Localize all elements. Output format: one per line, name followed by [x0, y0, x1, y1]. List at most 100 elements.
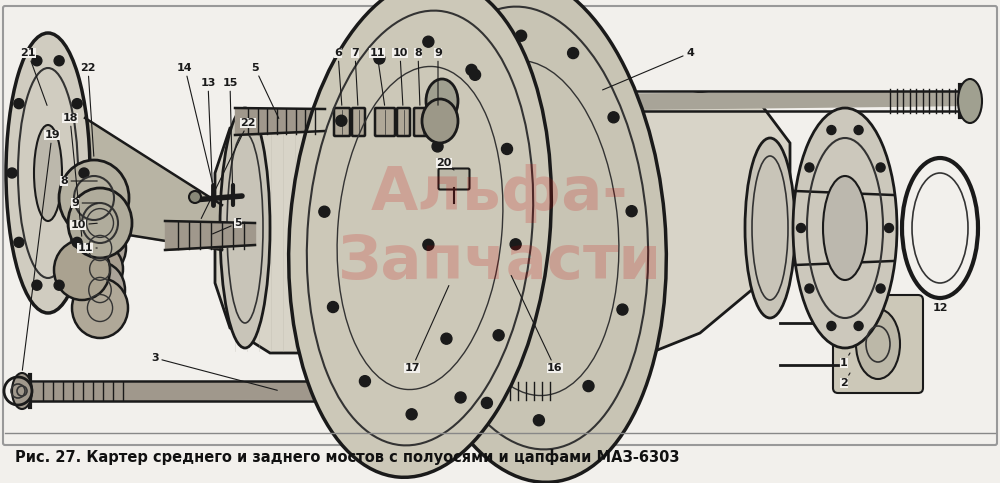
Text: 21: 21	[20, 48, 47, 105]
Circle shape	[466, 64, 477, 75]
FancyBboxPatch shape	[334, 108, 350, 136]
Circle shape	[441, 333, 452, 344]
Text: Альфа-
Запчасти: Альфа- Запчасти	[338, 164, 662, 292]
Ellipse shape	[70, 191, 130, 255]
Text: 5: 5	[251, 63, 279, 118]
Ellipse shape	[77, 244, 123, 294]
Ellipse shape	[793, 108, 897, 348]
Circle shape	[374, 53, 385, 64]
Ellipse shape	[12, 373, 32, 409]
Circle shape	[608, 112, 619, 123]
Ellipse shape	[422, 99, 458, 143]
Circle shape	[626, 206, 637, 217]
Circle shape	[72, 237, 82, 247]
Text: 8: 8	[60, 176, 97, 186]
Circle shape	[14, 99, 24, 109]
Circle shape	[470, 70, 481, 80]
Circle shape	[854, 126, 863, 135]
Text: 9: 9	[71, 198, 97, 208]
Text: 11: 11	[77, 243, 97, 253]
Circle shape	[54, 280, 64, 290]
Circle shape	[876, 163, 885, 172]
Circle shape	[876, 284, 885, 293]
FancyBboxPatch shape	[833, 295, 923, 393]
Circle shape	[854, 322, 863, 330]
Text: 18: 18	[62, 113, 82, 236]
Circle shape	[406, 409, 417, 420]
Circle shape	[510, 239, 521, 250]
FancyBboxPatch shape	[414, 108, 432, 136]
Polygon shape	[215, 93, 790, 353]
Ellipse shape	[856, 309, 900, 379]
Circle shape	[7, 168, 17, 178]
Ellipse shape	[34, 125, 62, 221]
Text: 10: 10	[70, 220, 97, 230]
Ellipse shape	[958, 79, 982, 123]
Circle shape	[493, 330, 504, 341]
Circle shape	[796, 224, 806, 232]
Circle shape	[481, 398, 492, 409]
Circle shape	[32, 56, 42, 66]
Ellipse shape	[745, 138, 795, 318]
Circle shape	[72, 99, 82, 109]
Text: 3: 3	[151, 353, 277, 390]
Circle shape	[319, 206, 330, 217]
Circle shape	[14, 237, 24, 247]
Circle shape	[54, 56, 64, 66]
Text: 7: 7	[351, 48, 359, 105]
Circle shape	[805, 284, 814, 293]
FancyBboxPatch shape	[352, 108, 365, 136]
Ellipse shape	[823, 176, 867, 280]
Ellipse shape	[289, 0, 551, 477]
Circle shape	[423, 239, 434, 250]
Text: 9: 9	[434, 48, 442, 105]
Text: 22: 22	[80, 63, 96, 156]
Circle shape	[189, 191, 201, 203]
Text: 4: 4	[603, 48, 694, 90]
Text: 20: 20	[436, 158, 454, 170]
Text: 22: 22	[201, 118, 256, 218]
FancyBboxPatch shape	[397, 108, 410, 136]
Circle shape	[805, 163, 814, 172]
Ellipse shape	[6, 33, 90, 313]
Circle shape	[516, 30, 527, 41]
Circle shape	[827, 322, 836, 330]
Text: 12: 12	[932, 298, 948, 313]
Ellipse shape	[394, 0, 666, 483]
Circle shape	[327, 301, 338, 313]
Circle shape	[617, 304, 628, 315]
Ellipse shape	[72, 278, 128, 338]
Circle shape	[502, 143, 513, 155]
Text: 13: 13	[200, 78, 216, 198]
Circle shape	[568, 48, 579, 58]
Circle shape	[533, 415, 544, 426]
Text: 10: 10	[392, 48, 408, 105]
Text: 8: 8	[414, 48, 422, 105]
Text: 2: 2	[840, 373, 850, 388]
Ellipse shape	[54, 240, 110, 300]
Text: Рис. 27. Картер среднего и заднего мостов с полуосями и цапфами МАЗ-6303: Рис. 27. Картер среднего и заднего мосто…	[15, 449, 680, 465]
Circle shape	[336, 115, 347, 126]
Text: 11: 11	[369, 48, 385, 105]
Ellipse shape	[75, 262, 125, 318]
Circle shape	[885, 224, 894, 232]
Text: 14: 14	[177, 63, 212, 182]
Text: 17: 17	[404, 285, 449, 373]
Ellipse shape	[220, 108, 270, 348]
Text: 1: 1	[840, 353, 850, 368]
FancyBboxPatch shape	[3, 6, 997, 445]
Text: 19: 19	[22, 130, 60, 370]
Ellipse shape	[68, 188, 132, 258]
Ellipse shape	[426, 79, 458, 123]
Text: 16: 16	[511, 275, 563, 373]
Circle shape	[359, 376, 370, 387]
FancyBboxPatch shape	[438, 169, 470, 189]
Circle shape	[583, 381, 594, 392]
Text: 6: 6	[334, 48, 342, 105]
Circle shape	[32, 280, 42, 290]
Circle shape	[827, 126, 836, 135]
Circle shape	[79, 168, 89, 178]
FancyBboxPatch shape	[375, 108, 395, 136]
Ellipse shape	[74, 220, 126, 276]
Ellipse shape	[59, 160, 129, 236]
